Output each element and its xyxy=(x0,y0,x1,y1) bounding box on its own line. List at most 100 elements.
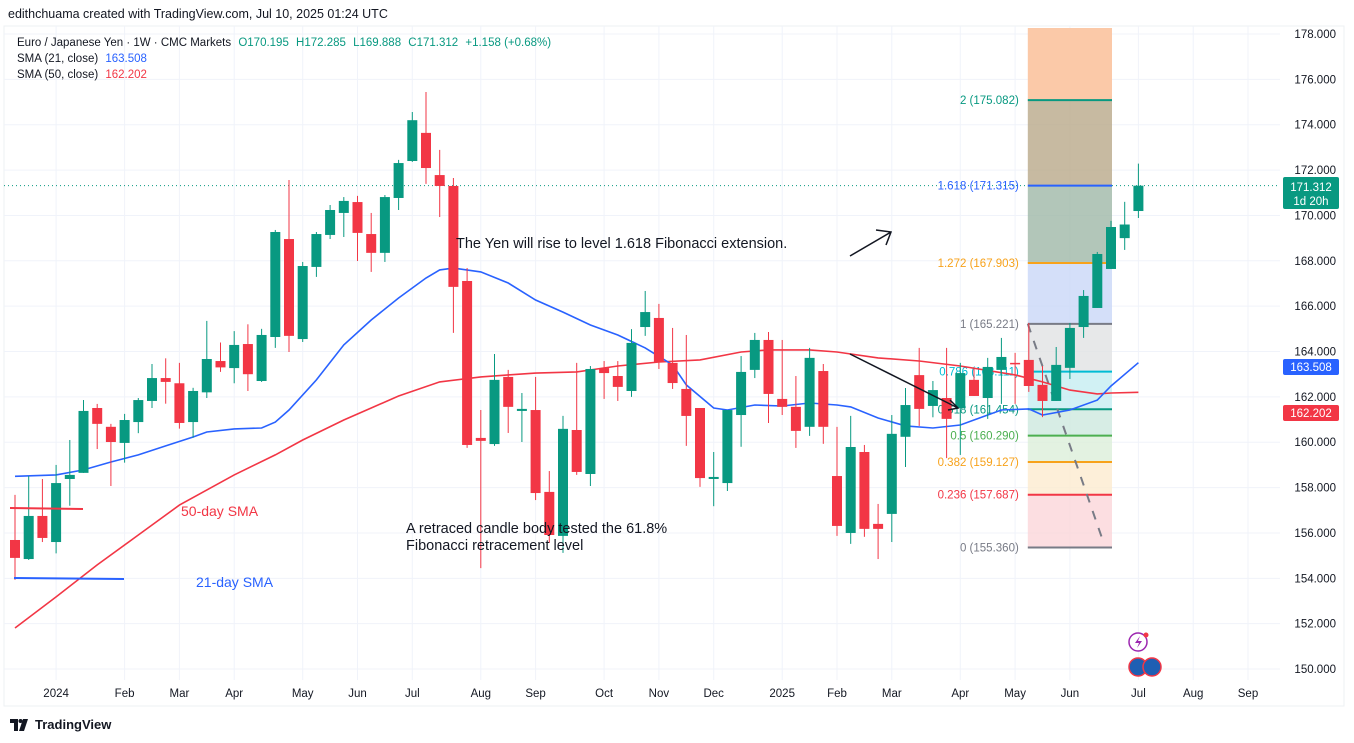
candle-up xyxy=(256,334,267,382)
sma50-price: 162.202 xyxy=(1290,408,1332,420)
candle-up xyxy=(804,357,815,427)
y-tick-label: 176.000 xyxy=(1294,74,1336,86)
candle-down xyxy=(105,426,116,443)
y-tick-label: 172.000 xyxy=(1294,165,1336,177)
low-value: L169.888 xyxy=(353,37,402,49)
y-tick-label: 178.000 xyxy=(1294,29,1336,41)
x-tick-label: Jun xyxy=(348,688,367,700)
candle-up xyxy=(489,379,500,445)
y-tick-label: 156.000 xyxy=(1294,528,1336,540)
candle-up xyxy=(297,266,308,340)
sma21-legend-line xyxy=(13,577,125,580)
candle-down xyxy=(832,476,842,526)
y-tick-label: 150.000 xyxy=(1294,664,1336,676)
y-tick-label: 160.000 xyxy=(1294,437,1336,449)
arrow-up-right-icon xyxy=(849,229,893,257)
candle-up xyxy=(147,378,157,401)
candle-down xyxy=(914,375,925,409)
fib-level-label: 1.272 (167.903) xyxy=(938,258,1019,270)
candle-up xyxy=(1119,224,1130,239)
time-axis: 2024 Feb Mar Apr May Jun Jul Aug Sep Oct Nov Dec 202… xyxy=(43,688,1258,700)
candle-up xyxy=(845,447,856,533)
x-tick-label: Feb xyxy=(115,688,135,700)
candle-down xyxy=(859,451,870,529)
sma50-line xyxy=(14,349,1139,629)
candle-up xyxy=(1051,364,1062,401)
candle-up xyxy=(78,410,89,473)
symbol-title: Euro / Japanese Yen · 1W · CMC Markets xyxy=(17,37,232,49)
sma21-line xyxy=(14,267,1139,478)
x-tick-label: Jul xyxy=(1131,688,1146,700)
fib-level-label: 1.618 (171.315) xyxy=(938,181,1019,193)
candle-up xyxy=(640,312,651,328)
candle-up xyxy=(1092,253,1103,308)
candle-down xyxy=(653,317,664,362)
fib-zone xyxy=(1027,28,1112,101)
candle-down xyxy=(37,515,48,538)
last-price: 171.312 xyxy=(1290,182,1332,194)
lightning-icon xyxy=(1135,636,1142,648)
x-tick-label: May xyxy=(292,688,314,700)
x-tick-label: 2024 xyxy=(43,688,69,700)
candle-down xyxy=(667,362,678,384)
candle-down xyxy=(681,388,692,416)
candle-up xyxy=(201,359,212,393)
y-tick-label: 152.000 xyxy=(1294,619,1336,631)
sma50-legend-label[interactable]: SMA (50, close) xyxy=(17,69,99,81)
candle-down xyxy=(818,371,829,427)
fib-level-label: 0 (155.360) xyxy=(960,542,1019,554)
candle-up xyxy=(133,400,144,423)
candle-down xyxy=(1037,384,1048,401)
candle-down xyxy=(777,398,788,407)
x-tick-label: Apr xyxy=(951,688,969,700)
candle-down xyxy=(174,383,185,423)
candle-down xyxy=(366,234,377,253)
last-price-badge xyxy=(1283,177,1339,209)
candle-up xyxy=(311,234,322,267)
candle-up xyxy=(900,405,911,437)
sma21-legend-label[interactable]: SMA (21, close) xyxy=(17,53,99,65)
candle-down xyxy=(448,185,459,287)
candle-up xyxy=(1133,185,1144,212)
candle-up xyxy=(736,371,747,416)
fib-trend-line xyxy=(1026,323,1106,545)
candle-up xyxy=(558,428,568,536)
candle-up xyxy=(407,120,418,162)
sma21-legend-value: 163.508 xyxy=(105,53,147,65)
sma21-annotation: 21-day SMA xyxy=(196,574,274,590)
sma50-annotation: 50-day SMA xyxy=(181,503,259,519)
candle-down xyxy=(160,378,171,382)
y-tick-label: 162.000 xyxy=(1294,392,1336,404)
tradingview-logo[interactable]: TradingView xyxy=(10,717,111,732)
fib-level-label: 2 (175.082) xyxy=(960,95,1019,107)
x-tick-label: Mar xyxy=(169,688,189,700)
candle-down xyxy=(462,280,473,445)
fib-level-label: 0.382 (159.127) xyxy=(938,457,1019,469)
events-markers[interactable] xyxy=(1128,632,1162,677)
candle-down xyxy=(530,410,541,494)
candle-up xyxy=(229,344,240,369)
candle-up xyxy=(119,420,130,443)
tradingview-logo-icon xyxy=(10,718,28,731)
y-tick-label: 170.000 xyxy=(1294,210,1336,222)
price-badges: 171.312 1d 20h 163.508 162.202 xyxy=(1283,177,1339,421)
x-tick-label: Sep xyxy=(525,688,545,700)
candle-down xyxy=(503,376,514,407)
x-tick-label: Aug xyxy=(1183,688,1203,700)
x-tick-label: Aug xyxy=(471,688,491,700)
candle-up xyxy=(516,408,527,411)
candle-up xyxy=(955,373,966,408)
attribution: edithchuama created with TradingView.com… xyxy=(8,7,388,21)
x-tick-label: Mar xyxy=(882,688,902,700)
sma50-legend-value: 162.202 xyxy=(105,69,147,81)
candles xyxy=(10,92,1144,580)
annotations: 50-day SMA 21-day SMA The Yen will rise … xyxy=(9,229,960,590)
candle-down xyxy=(873,523,884,529)
candle-down xyxy=(421,132,431,169)
candle-up xyxy=(927,390,938,406)
candle-down xyxy=(284,239,294,336)
sma50-badge xyxy=(1283,405,1339,421)
fib-zone xyxy=(1027,435,1112,463)
arrow-down-right-icon xyxy=(849,353,960,411)
